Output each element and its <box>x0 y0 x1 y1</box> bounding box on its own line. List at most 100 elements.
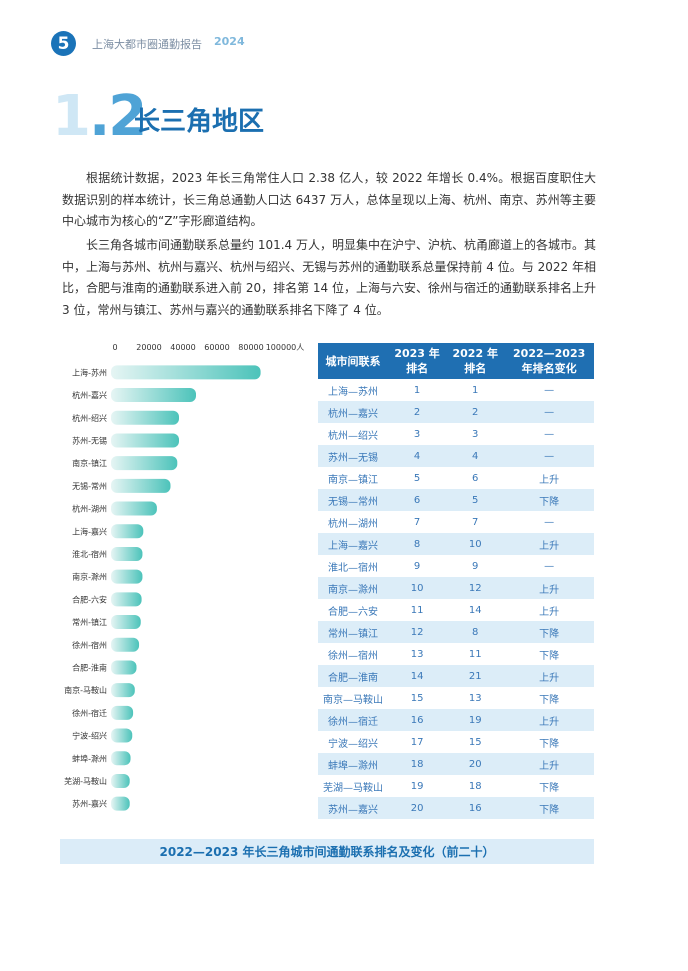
table-cell: 19 <box>446 709 505 731</box>
table-cell: 苏州—嘉兴 <box>318 797 388 819</box>
table-cell: 15 <box>410 692 424 704</box>
table-row: 芜湖—马鞍山 19 18 下降 <box>318 775 594 797</box>
chart-svg: 0 20000 40000 60000 80000 100000人上海-苏州杭州-嘉兴杭州… <box>64 343 305 811</box>
table-cell: 4 <box>388 445 447 467</box>
bar <box>111 683 135 698</box>
table-cell: 16 <box>388 709 447 731</box>
table-cell: 18 <box>468 780 482 792</box>
table-cell: — <box>544 428 555 440</box>
table-cell: 3 <box>413 428 421 440</box>
table-row: 南京—镇江 5 6 上升 <box>318 467 594 489</box>
table-cell: 13 <box>468 692 482 704</box>
y-category-label: 上海-苏州 <box>72 367 107 377</box>
y-category-label: 合肥-淮南 <box>72 662 107 672</box>
table-cell: 下降 <box>539 738 560 750</box>
table-cell: 14 <box>468 604 482 616</box>
table-cell: 上升 <box>539 606 560 618</box>
bar <box>111 796 130 811</box>
table-cell: 蚌埠—滁州 <box>318 753 388 775</box>
table-cell: 芜湖—马鞍山 <box>323 782 383 794</box>
y-category-label: 苏州-嘉兴 <box>72 799 107 809</box>
bar <box>111 501 157 516</box>
y-category-label: 南京-滁州 <box>72 572 107 582</box>
table-cell: 上升 <box>504 709 594 731</box>
table-cell: 徐州—宿州 <box>328 650 378 662</box>
section-number-minor: .2 <box>88 84 147 149</box>
y-category-label: 杭州-嘉兴 <box>72 390 107 400</box>
table-cell: 合肥—六安 <box>328 606 378 618</box>
x-tick-label: 100000人 <box>266 343 305 352</box>
table-cell: 6 <box>472 472 479 484</box>
table-cell: 上升 <box>504 533 594 555</box>
table-cell: 9 <box>413 560 421 572</box>
y-category-label: 杭州-绍兴 <box>72 413 107 423</box>
bar <box>111 728 133 743</box>
table-cell: 上升 <box>504 753 594 775</box>
y-category-label: 南京-马鞍山 <box>64 685 107 695</box>
bar <box>111 569 143 584</box>
y-category-label: 无锡-常州 <box>72 482 107 491</box>
table-cell: 10 <box>446 533 505 555</box>
x-tick-label: 20000 <box>136 343 161 352</box>
section-number-major: 1 <box>52 84 91 149</box>
table-row: 杭州—湖州 7 7 — <box>318 511 594 533</box>
table-cell: 下降 <box>539 694 560 706</box>
table-row: 徐州—宿州 13 11 下降 <box>318 643 594 665</box>
table-cell: 上海—苏州 <box>328 386 378 398</box>
table-header-cell: 城市间联系 <box>318 343 388 379</box>
bar <box>111 365 261 380</box>
table-cell: 下降 <box>504 621 594 643</box>
table-row: 徐州—宿迁 16 19 上升 <box>318 709 594 731</box>
table-cell: 上升 <box>504 665 594 687</box>
bar <box>111 433 179 448</box>
bar <box>111 705 134 720</box>
table-cell: 杭州—绍兴 <box>328 430 378 442</box>
table-row: 杭州—绍兴 3 3 — <box>318 423 594 445</box>
table-cell: 10 <box>388 577 447 599</box>
table-cell: 合肥—淮南 <box>318 665 388 687</box>
table-cell: 南京—马鞍山 <box>323 694 383 706</box>
table-cell: 12 <box>446 577 505 599</box>
x-tick-label: 60000 <box>204 343 229 352</box>
table-cell: 11 <box>468 648 482 660</box>
table-cell: 15 <box>468 736 482 748</box>
table-cell: 徐州—宿迁 <box>318 709 388 731</box>
table-header-cell: 2023 年排名 <box>388 343 447 379</box>
table-row: 南京—马鞍山 15 13 下降 <box>318 687 594 709</box>
table-cell: 18 <box>388 753 447 775</box>
table-cell: — <box>504 401 594 423</box>
table-cell: 下降 <box>504 797 594 819</box>
table-cell: 南京—镇江 <box>328 474 378 486</box>
section-number: 1.2 <box>52 89 147 145</box>
table-header-row: 城市间联系 2023 年排名 2022 年排名 2022—2023 年排名变化 <box>318 343 594 379</box>
report-title: 上海大都市圈通勤报告 <box>92 38 202 51</box>
table-cell: 17 <box>410 736 424 748</box>
table-cell: 下降 <box>539 782 560 794</box>
bar <box>111 637 140 652</box>
table-cell: — <box>544 516 555 528</box>
table-cell: 2 <box>388 401 447 423</box>
y-category-label: 南京-镇江 <box>72 458 107 468</box>
table-cell: 常州—镇江 <box>318 621 388 643</box>
table-cell: 20 <box>446 753 505 775</box>
table-cell: 19 <box>410 780 424 792</box>
table-cell: 上升 <box>539 474 560 486</box>
ranking-table: 城市间联系 2023 年排名 2022 年排名 2022—2023 年排名变化 上海—苏… <box>318 343 594 819</box>
table-header-cell: 2022—2023 年排名变化 <box>504 343 594 379</box>
paragraph-1: 根据统计数据，2023 年长三角常住人口 2.38 亿人，较 2022 年增长 … <box>62 171 596 228</box>
table-cell: 2 <box>446 401 505 423</box>
table-cell: 无锡—常州 <box>318 489 388 511</box>
paragraph-2: 长三角各城市间通勤联系总量约 101.4 万人，明显集中在沪宁、沪杭、杭甬廊道上… <box>62 238 596 317</box>
table-cell: 上升 <box>504 577 594 599</box>
y-category-label: 苏州-无锡 <box>72 435 107 445</box>
figure-caption: 2022—2023 年长三角城市间通勤联系排名及变化（前二十） <box>60 839 594 864</box>
bar <box>111 524 144 539</box>
table-cell: 16 <box>446 797 505 819</box>
y-category-label: 常州-镇江 <box>72 617 107 627</box>
table-cell: — <box>544 384 555 396</box>
bar <box>111 660 137 675</box>
table-cell: 8 <box>388 533 447 555</box>
table-cell: 下降 <box>504 489 594 511</box>
table-cell: 苏州—无锡 <box>318 445 388 467</box>
x-tick-label: 80000 <box>238 343 263 352</box>
